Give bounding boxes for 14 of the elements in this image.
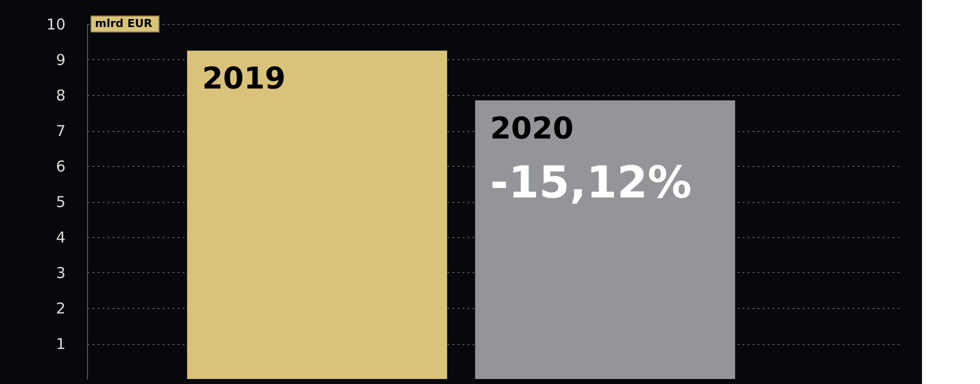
x-tick-label: 2019 — [202, 62, 286, 97]
annotation: -15,12% — [490, 157, 692, 208]
y-tick-label: 5 — [56, 193, 66, 211]
y-tick-label: 10 — [46, 16, 66, 34]
y-tick-label: 9 — [56, 51, 66, 69]
y-tick-label: 4 — [56, 228, 66, 246]
y-tick-label: 6 — [56, 158, 66, 176]
y-tick-label: 7 — [56, 122, 66, 140]
y-tick-label: 3 — [56, 264, 66, 282]
y-tick-label: 8 — [56, 86, 66, 104]
x-tick-label: 2020 — [490, 111, 574, 146]
y-tick-label: 1 — [56, 335, 66, 353]
y-tick-label: 2 — [56, 300, 66, 318]
y-axis-title: mlrd EUR — [95, 17, 153, 30]
